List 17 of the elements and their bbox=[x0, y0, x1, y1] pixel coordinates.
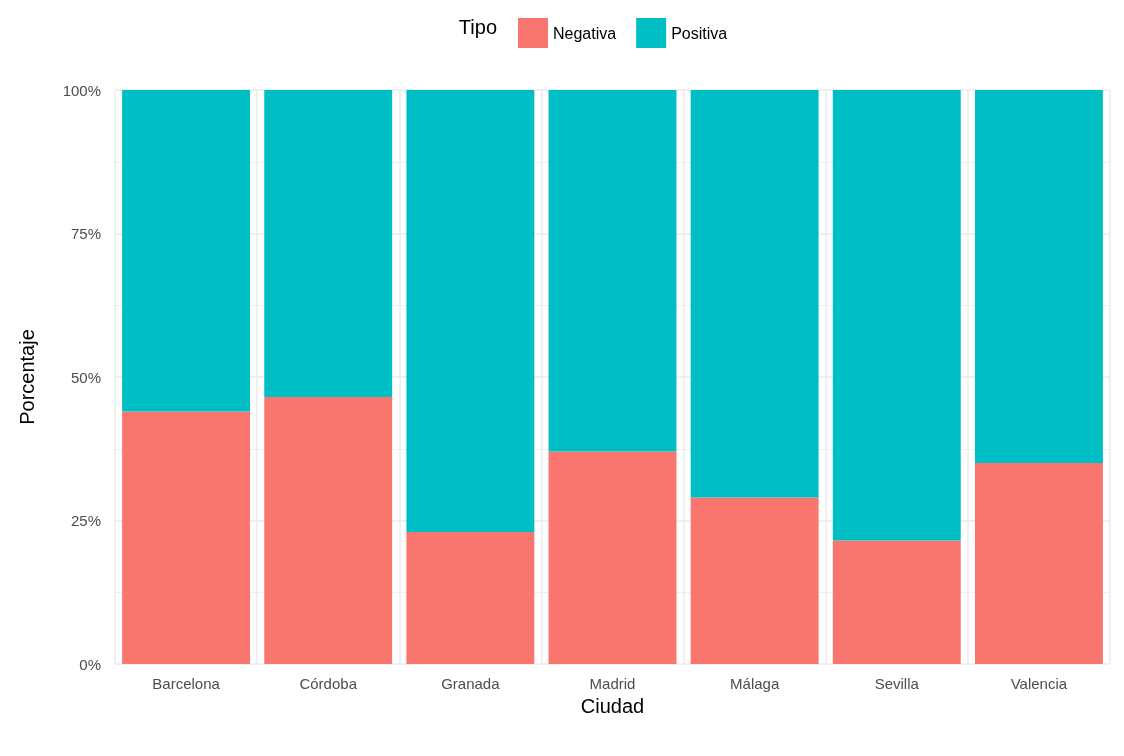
legend-title: Tipo bbox=[458, 16, 498, 38]
legend-label: Negativa bbox=[553, 24, 617, 42]
x-tick-label: Córdoba bbox=[299, 675, 358, 692]
y-tick-label: 50% bbox=[70, 368, 101, 386]
x-tick-label: Valencia bbox=[1010, 675, 1068, 692]
legend-label: Positiva bbox=[671, 24, 728, 42]
y-tick-label: 0% bbox=[79, 655, 101, 673]
x-tick-label: Sevilla bbox=[874, 675, 920, 692]
x-axis-title: Ciudad bbox=[580, 695, 645, 717]
x-tick-label: Barcelona bbox=[152, 675, 221, 692]
y-tick-label: 25% bbox=[70, 512, 101, 529]
y-tick-label: 100% bbox=[62, 81, 101, 99]
x-tick-label: Madrid bbox=[589, 675, 636, 692]
x-tick-label: Málaga bbox=[730, 675, 780, 692]
y-axis-title: Porcentaje bbox=[16, 329, 38, 425]
y-tick-label: 75% bbox=[70, 225, 101, 242]
x-tick-label: Granada bbox=[441, 675, 501, 692]
